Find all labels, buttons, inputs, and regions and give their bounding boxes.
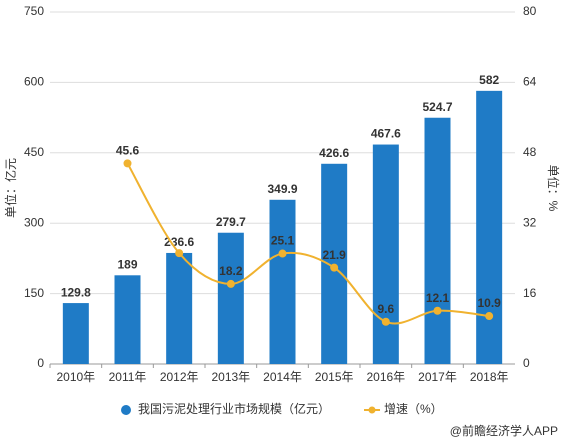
y-tick-label: 750 — [24, 4, 44, 18]
line-value-label: 45.6 — [116, 144, 140, 158]
y2-tick-label: 32 — [523, 215, 537, 229]
legend-swatch — [121, 405, 131, 415]
x-tick-label: 2016年 — [366, 370, 405, 384]
y2-axis-label: 单位：% — [546, 165, 561, 212]
y2-tick-label: 64 — [523, 75, 537, 89]
y-tick-label: 300 — [24, 215, 44, 229]
bar — [424, 117, 451, 364]
bar-value-label: 236.6 — [164, 235, 194, 249]
bar — [62, 303, 89, 364]
line-point — [381, 317, 390, 326]
y-tick-label: 150 — [24, 286, 44, 300]
bar-value-label: 189 — [117, 257, 137, 271]
x-tick-label: 2012年 — [160, 370, 199, 384]
legend-swatch — [368, 406, 376, 414]
legend-label: 增速（%） — [384, 402, 443, 416]
line-point — [175, 249, 184, 258]
footer: @前瞻经济学人APP — [450, 423, 558, 438]
line-point — [226, 279, 235, 288]
line-value-label: 12.1 — [426, 291, 450, 305]
y-tick-label: 450 — [24, 145, 44, 159]
bar — [166, 252, 193, 364]
y2-tick-label: 0 — [523, 356, 530, 370]
y2-tick-label: 48 — [523, 145, 537, 159]
line-point — [485, 312, 494, 321]
bar — [269, 199, 296, 364]
y-tick-label: 600 — [24, 75, 44, 89]
y2-tick-label: 80 — [523, 4, 537, 18]
bar-value-label: 129.8 — [61, 285, 91, 299]
bar-value-label: 582 — [479, 73, 499, 87]
line-value-label: 25.1 — [271, 234, 295, 248]
bar-value-label: 349.9 — [267, 182, 297, 196]
x-tick-label: 2014年 — [263, 370, 302, 384]
line-point — [433, 306, 442, 315]
x-tick-label: 2010年 — [56, 370, 95, 384]
y2-tick-label: 16 — [523, 286, 537, 300]
bar — [217, 232, 244, 364]
bar — [114, 275, 141, 364]
bar-value-label: 426.6 — [319, 146, 349, 160]
x-tick-label: 2018年 — [470, 370, 509, 384]
line-point — [123, 159, 132, 168]
bar-value-label: 279.7 — [216, 215, 246, 229]
legend-label: 我国污泥处理行业市场规模（亿元） — [138, 401, 330, 416]
y-tick-label: 0 — [37, 356, 44, 370]
x-tick-label: 2013年 — [211, 370, 250, 384]
line-point — [278, 249, 287, 258]
line-value-label: 18.2 — [219, 264, 243, 278]
line-point — [330, 263, 339, 272]
y-axis-label: 单位：亿元 — [3, 158, 18, 218]
bar — [476, 90, 503, 365]
x-tick-label: 2017年 — [418, 370, 457, 384]
x-tick-label: 2011年 — [109, 370, 147, 384]
line-value-label: 21.9 — [322, 248, 346, 262]
bar — [372, 144, 399, 364]
bar-value-label: 524.7 — [422, 100, 452, 114]
x-tick-label: 2015年 — [315, 370, 354, 384]
line-value-label: 9.6 — [377, 302, 394, 316]
bar-value-label: 467.6 — [371, 127, 401, 141]
line-value-label: 10.9 — [477, 296, 501, 310]
